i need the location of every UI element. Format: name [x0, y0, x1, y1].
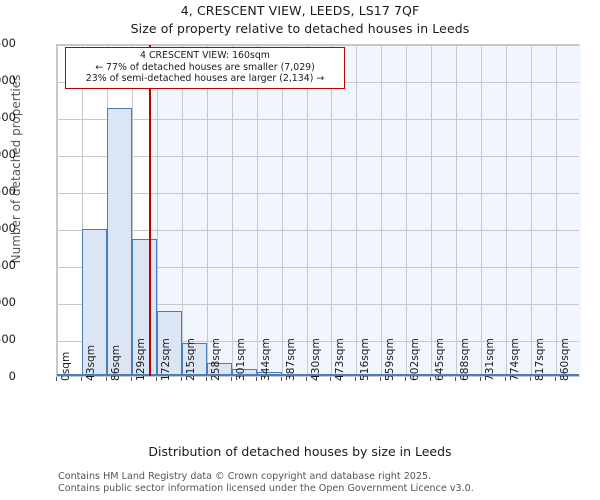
gridline	[181, 45, 183, 376]
x-tick-mark	[305, 377, 307, 381]
x-tick-mark	[280, 377, 282, 381]
gridline	[206, 45, 208, 376]
gridline	[406, 45, 408, 376]
footer-line-2: Contains public sector information licen…	[58, 482, 474, 494]
attribution-footer: Contains HM Land Registry data © Crown c…	[58, 471, 578, 494]
gridline	[57, 304, 579, 305]
y-axis-title: Number of detached properties	[9, 74, 23, 264]
gridline	[57, 230, 579, 231]
x-tick-mark	[230, 377, 232, 381]
x-tick-mark	[330, 377, 332, 381]
gridline	[57, 193, 579, 194]
gridline	[381, 45, 383, 376]
x-axis-title: Distribution of detached houses by size …	[148, 444, 452, 459]
plot-area	[56, 44, 581, 377]
chart-subtitle: Size of property relative to detached ho…	[130, 21, 470, 36]
x-tick-mark	[255, 377, 257, 381]
x-tick-mark	[455, 377, 457, 381]
gridline	[156, 45, 158, 376]
gridline	[481, 45, 483, 376]
gridline	[57, 267, 579, 268]
x-tick-mark	[380, 377, 382, 381]
bar	[131, 239, 157, 376]
larger-region-shading	[149, 45, 581, 376]
gridline	[331, 45, 333, 376]
gridline	[281, 45, 283, 376]
chart-title: 4, CRESCENT VIEW, LEEDS, LS17 7QF	[180, 3, 420, 18]
gridline	[531, 45, 533, 376]
gridline	[81, 45, 83, 376]
bar	[156, 310, 182, 376]
histogram-bars	[57, 45, 579, 376]
gridline	[57, 45, 579, 46]
x-axis-baseline	[57, 374, 579, 376]
x-tick-mark	[530, 377, 532, 381]
y-tick-label: 4500	[0, 36, 16, 50]
x-tick-mark	[480, 377, 482, 381]
y-tick-label: 2500	[0, 184, 16, 198]
x-tick-mark	[105, 377, 107, 381]
bar	[106, 108, 132, 376]
y-tick-label: 500	[0, 332, 16, 346]
annotation-line-1: 4 CRESCENT VIEW: 160sqm	[140, 50, 270, 61]
gridline	[57, 119, 579, 120]
x-tick-mark	[355, 377, 357, 381]
footer-line-1: Contains HM Land Registry data © Crown c…	[58, 471, 432, 482]
gridline	[57, 341, 579, 342]
gridline	[431, 45, 433, 376]
gridline	[231, 45, 233, 376]
x-tick-mark	[430, 377, 432, 381]
y-tick-label: 3500	[0, 110, 16, 124]
y-tick-label: 3000	[0, 147, 16, 161]
gridline	[57, 45, 58, 376]
x-tick-mark	[505, 377, 507, 381]
y-tick-label: 1000	[0, 295, 16, 309]
x-tick-mark	[205, 377, 207, 381]
y-tick-label: 2000	[0, 221, 16, 235]
annotation-line-3: 23% of semi-detached houses are larger (…	[85, 73, 325, 85]
property-marker-line	[148, 45, 151, 376]
y-tick-label: 4000	[0, 73, 16, 87]
x-tick-mark	[180, 377, 182, 381]
gridline	[356, 45, 358, 376]
gridline	[456, 45, 458, 376]
x-tick-mark	[56, 377, 57, 381]
property-annotation-box: 4 CRESCENT VIEW: 160sqm ← 77% of detache…	[65, 47, 345, 89]
x-tick-mark	[155, 377, 157, 381]
y-tick-label: 1500	[0, 258, 16, 272]
x-tick-mark	[555, 377, 557, 381]
x-tick-mark	[80, 377, 82, 381]
gridline	[306, 45, 308, 376]
x-tick-mark	[130, 377, 132, 381]
annotation-line-2: ← 77% of detached houses are smaller (7,…	[95, 61, 315, 73]
gridline	[256, 45, 258, 376]
gridline	[556, 45, 558, 376]
gridline	[131, 45, 133, 376]
gridline	[57, 156, 579, 157]
gridline	[506, 45, 508, 376]
bar	[81, 229, 107, 376]
x-tick-mark	[405, 377, 407, 381]
y-tick-label: 0	[8, 369, 16, 383]
